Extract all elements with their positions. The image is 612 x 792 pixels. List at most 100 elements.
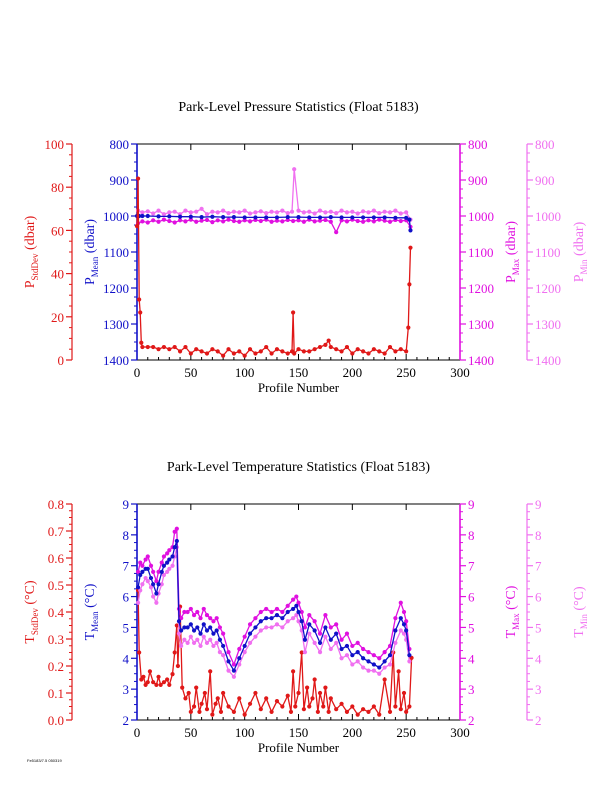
mean-series-point (355, 650, 360, 655)
x-tick-label: 300 (450, 365, 470, 380)
min-series-point (339, 208, 344, 213)
stddev-series-point (147, 669, 153, 674)
min-series-point (291, 616, 296, 621)
stddev-series-point (258, 349, 263, 354)
x-tick-label: 100 (235, 365, 255, 380)
stddev-series-point (215, 349, 220, 354)
mean-series-point (199, 214, 204, 220)
max-series-point (344, 631, 350, 636)
mean-series-point (404, 628, 409, 633)
mean-series-point (299, 619, 304, 624)
stddev-axis-label: PStdDev (dbar) (23, 215, 40, 288)
max-series-point (179, 616, 184, 621)
stddev-series-point (215, 696, 220, 701)
mean-series-point (185, 625, 190, 630)
min-series-point (253, 634, 258, 639)
max-series-point (328, 625, 333, 630)
max-series-point (208, 616, 213, 621)
mean-series-point (339, 646, 344, 652)
stddev-tick-label: 0.3 (48, 632, 64, 647)
mean-series-point (264, 215, 269, 220)
max-series-point (328, 219, 333, 224)
min-series-point (323, 210, 328, 215)
stddev-series-point (139, 340, 144, 345)
mean-series-point (407, 217, 412, 222)
max-series-point (382, 218, 387, 223)
mean-series-point (140, 213, 145, 219)
stddev-series-point (137, 650, 142, 655)
min-series-point (398, 628, 403, 633)
mean-series-point (307, 622, 312, 627)
mean-series-point (204, 628, 210, 633)
stddev-series-point (312, 677, 317, 682)
mean-series-point (294, 603, 299, 608)
stddev-series-point (401, 690, 407, 696)
stddev-series-point (161, 680, 167, 685)
min-series-point (289, 209, 295, 214)
mean-series-point (140, 569, 145, 574)
mean-series-point (291, 606, 296, 612)
min-label-sub: Min (579, 614, 589, 630)
max-series-point (182, 609, 187, 615)
max-series-point (140, 219, 145, 224)
x-tick-label: 0 (134, 365, 141, 380)
min-series-point (191, 640, 197, 645)
mean-axis-label: PMean (dbar) (83, 219, 100, 285)
stddev-series-point (269, 709, 274, 715)
min-series-point (199, 206, 204, 211)
min-series-point (208, 637, 213, 642)
max-series-point (237, 646, 242, 652)
mean-series-point (161, 563, 167, 568)
min-series-point (285, 619, 290, 624)
mean-series-point (156, 214, 161, 219)
min-series-point (221, 208, 226, 213)
max-series-point (307, 612, 312, 618)
x-tick-label: 50 (184, 365, 197, 380)
stddev-label-main: T (23, 635, 38, 644)
x-tick-label: 250 (396, 725, 416, 740)
mean-series-point (350, 215, 355, 220)
mean-series-point (328, 637, 333, 642)
max-series-point (138, 560, 143, 565)
max-series-point (177, 218, 183, 223)
x-tick-label: 200 (343, 725, 363, 740)
max-series-point (269, 609, 274, 615)
stddev-series-point (371, 347, 376, 352)
max-series-point (198, 616, 203, 621)
min-series-point (328, 209, 333, 214)
min-axis-label: TMin (°C) (572, 586, 589, 638)
min-series-point (350, 209, 355, 214)
max-tick-label: 1000 (468, 209, 494, 224)
max-series-point (140, 563, 145, 568)
stddev-tick-label: 40 (51, 267, 64, 282)
stddev-series-point (204, 707, 210, 712)
min-series-point (269, 625, 274, 630)
mean-tick-label: 8 (123, 528, 130, 543)
stddev-label-sub: StdDev (30, 253, 40, 281)
stddev-series-point (210, 347, 215, 352)
stddev-series-point (253, 351, 258, 356)
min-tick-label: 1300 (535, 317, 561, 332)
min-series-point (393, 640, 398, 645)
max-series-point (301, 219, 306, 224)
min-series-point (334, 211, 339, 216)
stddev-series-point (404, 349, 409, 354)
max-tick-label: 2 (468, 713, 475, 728)
max-tick-label: 6 (468, 590, 475, 605)
min-series-point (366, 668, 371, 673)
stddev-series-point (339, 349, 344, 354)
max-series-point (191, 612, 197, 618)
mean-series-point (280, 616, 285, 621)
stddev-series-point (186, 690, 191, 696)
max-series-point (135, 569, 141, 574)
stddev-series-point (165, 677, 170, 682)
mean-tick-label: 1200 (103, 281, 129, 296)
chart-title: Park-Level Temperature Statistics (Float… (167, 460, 430, 475)
max-label-main: T (504, 629, 519, 638)
min-series-point (382, 665, 387, 670)
min-series-point (194, 209, 199, 214)
mean-series-point (226, 659, 231, 664)
mean-series-point (296, 609, 301, 615)
mean-series-point (317, 640, 323, 645)
mean-series-point (317, 215, 323, 220)
